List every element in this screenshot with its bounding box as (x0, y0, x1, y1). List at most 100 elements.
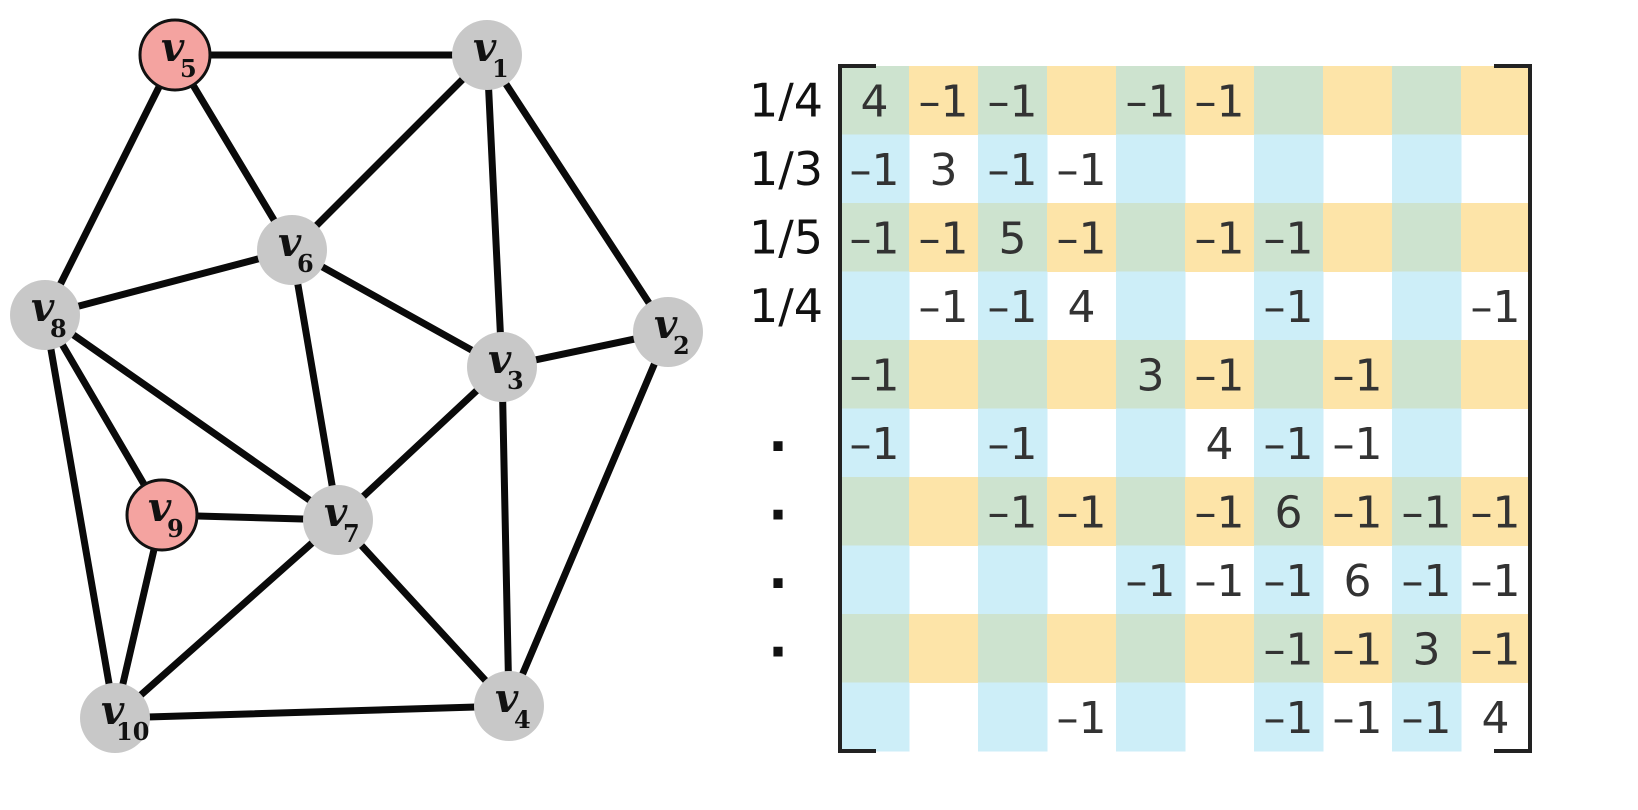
matrix-cell-4-0: –1 (850, 350, 900, 401)
matrix-cell-6-8: –1 (1402, 487, 1452, 538)
node-v2: v2 (633, 297, 703, 367)
band-cell-2-2 (978, 203, 1048, 272)
edge-v6-v3 (288, 246, 506, 371)
band-cell-6-7 (1323, 477, 1393, 546)
matrix-cell-5-5: 4 (1206, 419, 1234, 470)
edge-v5-v8 (41, 51, 179, 319)
band-cell-4-2 (978, 340, 1048, 409)
band-cell-8-2 (978, 614, 1048, 683)
matrix-cell-9-9: 4 (1482, 693, 1510, 744)
left-bracket (838, 64, 876, 753)
matrix-cell-3-1: –1 (919, 282, 969, 333)
edge-v8-v10 (41, 311, 119, 722)
matrix-cell-6-6: 6 (1275, 487, 1303, 538)
node-circle-v4 (474, 671, 544, 741)
node-label-v2: v (654, 301, 678, 348)
node-subscript-v7: 7 (343, 519, 360, 548)
matrix-cell-2-1: –1 (919, 213, 969, 264)
matrix-cell-7-9: –1 (1471, 556, 1521, 607)
node-circle-v10 (80, 683, 150, 753)
matrix-cell-2-2: 5 (999, 213, 1027, 264)
band-cell-1-8 (1392, 134, 1462, 204)
matrix-cell-0-4: –1 (1126, 76, 1176, 127)
matrix-cell-2-5: –1 (1195, 213, 1245, 264)
matrix-cell-3-3: 4 (1068, 282, 1096, 333)
matrix-cell-0-2: –1 (988, 76, 1038, 127)
row-label-2: 1/5 (749, 210, 823, 264)
band-cell-8-1 (909, 614, 979, 683)
band-cell-4-9 (1461, 340, 1531, 409)
band-cell-0-2 (978, 66, 1048, 135)
node-label-v8: v (31, 284, 55, 331)
band-cell-6-8 (1392, 477, 1462, 546)
band-cell-4-0 (840, 340, 910, 409)
band-cell-0-5 (1185, 66, 1255, 135)
row-label-6: . (768, 472, 788, 532)
edge-v5-v6 (171, 51, 296, 254)
row-label-0: 1/4 (749, 73, 823, 127)
band-cell-9-0 (840, 682, 910, 752)
node-label-v7: v (324, 489, 348, 536)
matrix-cell-0-1: –1 (919, 76, 969, 127)
edge-v3-v7 (334, 363, 506, 524)
band-cell-9-4 (1116, 682, 1186, 752)
band-cell-2-9 (1461, 203, 1531, 272)
node-v4: v4 (474, 671, 544, 741)
band-cell-6-4 (1116, 477, 1186, 546)
matrix-cell-6-2: –1 (988, 487, 1038, 538)
matrix-cell-3-2: –1 (988, 282, 1038, 333)
matrix-cell-8-6: –1 (1264, 624, 1314, 675)
band-cell-3-8 (1392, 271, 1462, 341)
band-cell-0-8 (1392, 66, 1462, 135)
band-cell-9-6 (1254, 682, 1324, 752)
band-cell-2-1 (909, 203, 979, 272)
matrix-cell-4-4: 3 (1137, 350, 1165, 401)
band-cell-4-4 (1116, 340, 1186, 409)
matrix-cell-1-2: –1 (988, 145, 1038, 196)
band-cell-0-3 (1047, 66, 1117, 135)
matrix-cell-3-6: –1 (1264, 282, 1314, 333)
matrix-cell-3-9: –1 (1471, 282, 1521, 333)
node-circle-v2 (633, 297, 703, 367)
matrix-cell-7-4: –1 (1126, 556, 1176, 607)
row-label-3: 1/4 (749, 279, 823, 333)
matrix-cell-6-3: –1 (1057, 487, 1107, 538)
band-cell-2-6 (1254, 203, 1324, 272)
band-cell-1-6 (1254, 134, 1324, 204)
matrix-cell-1-3: –1 (1057, 145, 1107, 196)
band-cell-9-8 (1392, 682, 1462, 752)
band-cell-7-6 (1254, 545, 1324, 615)
matrix-cell-2-0: –1 (850, 213, 900, 264)
edge-v7-v10 (111, 516, 342, 722)
matrix-cell-9-3: –1 (1057, 693, 1107, 744)
edge-v1-v3 (483, 51, 506, 371)
node-circle-v7 (303, 485, 373, 555)
band-cell-8-8 (1392, 614, 1462, 683)
band-cell-4-6 (1254, 340, 1324, 409)
node-label-v3: v (488, 336, 512, 383)
node-circle-v6 (257, 215, 327, 285)
node-v3: v3 (467, 332, 537, 402)
edge-v6-v7 (288, 246, 342, 524)
node-label-v1: v (473, 24, 497, 71)
matrix-cell-0-5: –1 (1195, 76, 1245, 127)
matrix-cell-5-7: –1 (1333, 419, 1383, 470)
band-cell-6-5 (1185, 477, 1255, 546)
edge-v2-v4 (505, 328, 672, 710)
band-cell-5-6 (1254, 408, 1324, 478)
matrix-cell-1-0: –1 (850, 145, 900, 196)
band-cell-8-0 (840, 614, 910, 683)
matrix-cell-7-8: –1 (1402, 556, 1452, 607)
matrix-cell-8-8: 3 (1413, 624, 1441, 675)
matrix-cell-5-6: –1 (1264, 419, 1314, 470)
row-label-7: . (768, 541, 788, 601)
edge-v8-v9 (41, 311, 166, 519)
band-cell-2-4 (1116, 203, 1186, 272)
node-subscript-v6: 6 (297, 249, 314, 278)
band-cell-6-0 (840, 477, 910, 546)
node-v6: v6 (257, 215, 327, 285)
band-cell-0-6 (1254, 66, 1324, 135)
band-cell-1-4 (1116, 134, 1186, 204)
band-cell-7-2 (978, 545, 1048, 615)
band-cell-3-0 (840, 271, 910, 341)
